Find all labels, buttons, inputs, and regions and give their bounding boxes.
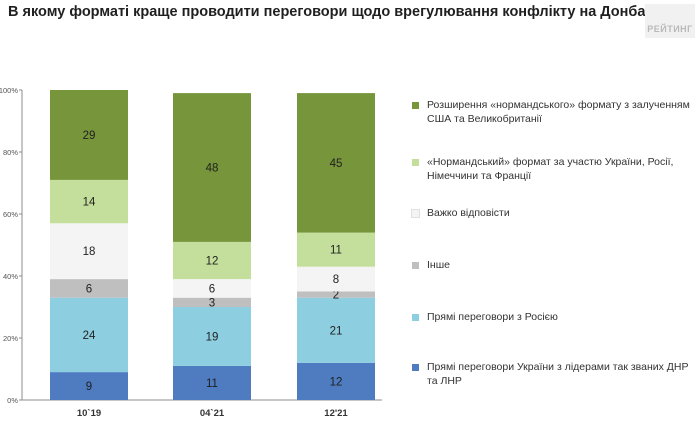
legend-item: Прямі переговори України з лідерами так … bbox=[412, 360, 692, 388]
bar-segment bbox=[50, 179, 128, 224]
x-tick-label: 04`21 bbox=[200, 408, 225, 419]
data-label: 19 bbox=[206, 331, 219, 343]
bar-segment bbox=[297, 232, 375, 267]
bar-segment bbox=[173, 307, 251, 366]
legend-label: Інше bbox=[427, 259, 450, 271]
legend-label: «Нормандський» формат за участю України,… bbox=[427, 156, 674, 182]
bar-segment bbox=[50, 279, 128, 298]
legend-label: Розширення «нормандського» формату з зал… bbox=[427, 99, 690, 125]
legend-swatch bbox=[412, 262, 419, 269]
legend-item: «Нормандський» формат за участю України,… bbox=[412, 155, 692, 183]
data-label: 18 bbox=[83, 246, 96, 258]
legend-item: Розширення «нормандського» формату з зал… bbox=[412, 98, 692, 126]
brand-logo: РЕЙТИНГ bbox=[645, 4, 695, 38]
data-label: 12 bbox=[330, 376, 343, 388]
y-tick-label: 40% bbox=[3, 272, 18, 281]
bar-segment bbox=[173, 279, 251, 298]
bar-segment bbox=[173, 93, 251, 242]
data-label: 3 bbox=[209, 297, 215, 309]
y-tick-label: 100% bbox=[0, 86, 18, 95]
bar-segment bbox=[173, 241, 251, 280]
data-label: 29 bbox=[83, 130, 96, 142]
y-tick-label: 60% bbox=[3, 210, 18, 219]
legend-swatch bbox=[412, 159, 419, 166]
y-tick-label: 80% bbox=[3, 148, 18, 157]
bar-segment bbox=[173, 297, 251, 307]
y-tick-label: 20% bbox=[3, 334, 18, 343]
bar-segment bbox=[50, 90, 128, 180]
legend-swatch bbox=[411, 209, 420, 218]
legend-swatch bbox=[412, 102, 419, 109]
data-label: 6 bbox=[209, 283, 215, 295]
data-label: 11 bbox=[330, 245, 342, 257]
legend-swatch bbox=[412, 364, 419, 371]
data-label: 21 bbox=[330, 325, 343, 337]
data-label: 2 bbox=[333, 290, 339, 302]
y-tick-label: 0% bbox=[7, 396, 18, 405]
data-label: 48 bbox=[206, 163, 219, 175]
legend-item: Важко відповісти bbox=[411, 206, 510, 220]
bar-segment bbox=[173, 365, 251, 400]
legend-label: Прямі переговори України з лідерами так … bbox=[427, 361, 689, 387]
bar-segment bbox=[297, 291, 375, 298]
data-label: 9 bbox=[86, 381, 92, 393]
legend-label: Важко відповісти bbox=[427, 207, 510, 219]
bar-segment bbox=[50, 223, 128, 280]
data-label: 6 bbox=[86, 283, 92, 295]
bar-segment bbox=[297, 297, 375, 363]
data-label: 12 bbox=[206, 256, 219, 268]
data-label: 45 bbox=[330, 158, 343, 170]
chart-title: В якому форматі краще проводити перегово… bbox=[8, 4, 667, 20]
legend-item: Інше bbox=[412, 258, 450, 272]
legend-label: Прямі переговори з Росією bbox=[427, 311, 558, 323]
bar-segment bbox=[50, 297, 128, 373]
data-label: 8 bbox=[333, 274, 339, 286]
bar-segment bbox=[297, 362, 375, 400]
x-tick-label: 12'21 bbox=[324, 408, 348, 419]
data-label: 24 bbox=[83, 330, 96, 342]
legend-item: Прямі переговори з Росією bbox=[412, 310, 558, 324]
data-label: 14 bbox=[83, 197, 96, 209]
bar-segment bbox=[50, 372, 128, 400]
bar-segment bbox=[297, 266, 375, 292]
bar-segment bbox=[297, 93, 375, 233]
x-tick-label: 10`19 bbox=[77, 408, 101, 419]
legend-swatch bbox=[412, 314, 419, 321]
data-label: 11 bbox=[206, 378, 218, 390]
